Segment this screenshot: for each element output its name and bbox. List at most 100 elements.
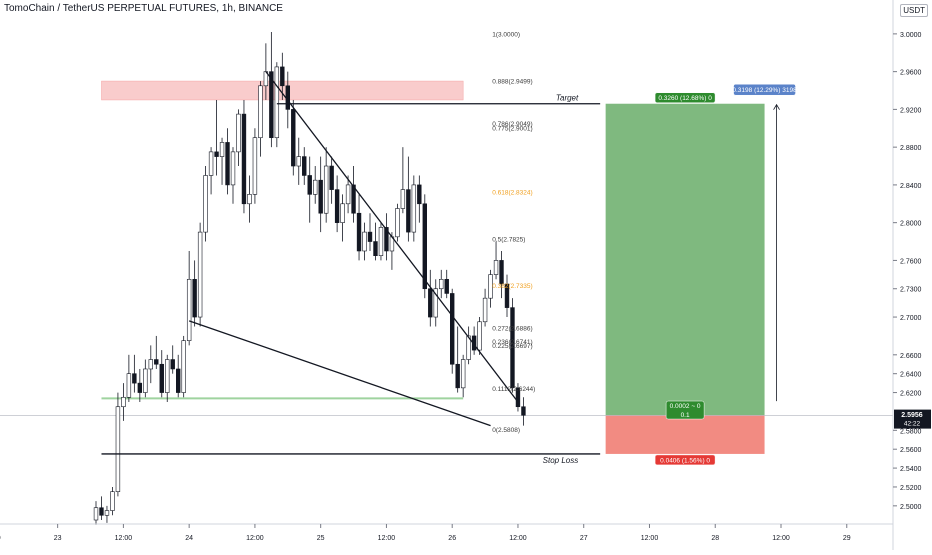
- y-tick-label: 2.9200: [900, 107, 922, 114]
- candle-body: [521, 406, 526, 416]
- chart-title: TomoChain / TetherUS PERPETUAL FUTURES, …: [4, 3, 283, 14]
- annotations: Target Stop Loss 0.3260 (12.68%) 0 0.0406 (…: [543, 83, 797, 466]
- candle-body: [154, 359, 159, 365]
- y-tick-label: 2.5600: [900, 447, 922, 454]
- target-text: Target: [556, 94, 579, 103]
- candle-body: [455, 363, 460, 389]
- candle-body: [367, 231, 373, 242]
- candle-body: [449, 293, 455, 365]
- projection-value-label-text: 0.3198 (12.29%) 3198: [732, 87, 797, 94]
- x-tick-label: 29: [843, 535, 851, 542]
- candle-body: [274, 66, 280, 139]
- candle-body: [241, 113, 247, 205]
- stop-value-label-text: 0.0406 (1.56%) 0: [660, 457, 710, 464]
- candle-body: [422, 203, 427, 290]
- candle-body: [132, 373, 137, 384]
- zones: [0, 80, 893, 454]
- upper-trendline: [265, 71, 519, 403]
- candle-body: [121, 396, 126, 408]
- candle-body: [148, 359, 153, 370]
- x-tick-label: 23: [54, 535, 62, 542]
- candle-body: [460, 359, 466, 389]
- y-tick-label: 2.7000: [900, 315, 922, 322]
- y-tick-label: 2.8000: [900, 221, 922, 228]
- candle-body: [510, 307, 515, 389]
- last-price-value: 2.5956: [901, 412, 923, 419]
- y-tick-label: 2.5000: [900, 504, 922, 511]
- candle-body: [165, 359, 170, 393]
- y-tick-label: 2.8800: [900, 145, 922, 152]
- y-tick-label: 2.5400: [900, 466, 922, 473]
- y-tick-label: 2.5800: [900, 428, 922, 435]
- x-tick-label: 12:00: [115, 535, 133, 542]
- price-axis[interactable]: 3.0000 2.9600 2.9200 2.8800 2.8400 2.8000 2.76…: [892, 0, 931, 550]
- candle-body: [99, 507, 104, 516]
- x-tick-label: 28: [711, 535, 719, 542]
- candles: [93, 31, 526, 525]
- candle-body: [93, 507, 99, 521]
- time-axis[interactable]: 12:00 23 12:00 24 12:00 25 12:00 26 12:00 27 12:00…: [0, 523, 893, 542]
- candle-body: [192, 278, 197, 318]
- candle-body: [334, 189, 340, 223]
- currency-label[interactable]: USDT: [900, 4, 928, 17]
- y-tick-label: 2.7600: [900, 258, 922, 265]
- candle-body: [203, 175, 208, 233]
- candle-body: [181, 340, 186, 393]
- target-zone: [605, 103, 765, 416]
- candle-body: [411, 184, 417, 233]
- candle-body: [395, 208, 400, 238]
- candle-body: [143, 368, 148, 393]
- candle-body: [406, 189, 411, 233]
- fib-label: 0.382(2.7335): [492, 283, 532, 290]
- candle-body: [258, 85, 263, 139]
- candle-body: [269, 71, 274, 139]
- candle-body: [329, 165, 334, 190]
- candle-body: [291, 109, 296, 167]
- candle-body: [504, 283, 510, 308]
- candle-body: [236, 113, 241, 153]
- y-tick-label: 2.9600: [900, 70, 922, 77]
- last-price-tag: [894, 409, 931, 429]
- candle-body: [444, 278, 449, 294]
- candle-body: [110, 491, 115, 511]
- fib-label: 0.5(2.7825): [492, 237, 525, 244]
- fib-label: 1(3.0000): [492, 31, 520, 38]
- candle-body: [417, 184, 422, 205]
- candle-body: [208, 151, 214, 176]
- candle-body: [515, 387, 521, 408]
- drawn-lines: [101, 71, 780, 455]
- stop-value-label: 0.0406 (1.56%) 0: [654, 454, 716, 466]
- candle-body: [499, 260, 504, 285]
- entry-value-label-text: 0.1: [681, 412, 690, 419]
- candle-body: [340, 203, 345, 223]
- x-tick-label: 24: [185, 535, 193, 542]
- candle-body: [318, 179, 323, 214]
- candle-body: [493, 260, 499, 275]
- candle-body: [312, 179, 318, 195]
- candle-body: [159, 363, 164, 393]
- candle-body: [400, 189, 406, 209]
- x-tick-label: 12:00: [246, 535, 264, 542]
- y-tick-label: 2.6600: [900, 353, 922, 360]
- candle-body: [466, 335, 471, 360]
- target-value-label-text: 0.3260 (12.68%) 0: [658, 95, 712, 102]
- target-value-label-bg: [654, 92, 716, 103]
- stop-value-label-bg: [654, 454, 716, 466]
- y-tick-label: 2.5200: [900, 485, 922, 492]
- candle-body: [137, 382, 143, 393]
- x-tick-label: 27: [580, 535, 588, 542]
- y-tick-label: 2.7300: [900, 287, 922, 294]
- candle-body: [126, 373, 132, 398]
- candle-body: [252, 137, 258, 195]
- fib-label: 0.618(2.8324): [492, 190, 532, 197]
- candle-body: [296, 156, 301, 167]
- candle-body: [186, 278, 192, 341]
- candle-body: [307, 175, 312, 195]
- projection-arrow-head: [773, 103, 780, 110]
- candle-body: [280, 66, 285, 87]
- projection-value-label: 0.3198 (12.29%) 3198: [732, 83, 797, 96]
- candle-body: [433, 288, 438, 318]
- target-value-label: 0.3260 (12.68%) 0: [654, 92, 716, 103]
